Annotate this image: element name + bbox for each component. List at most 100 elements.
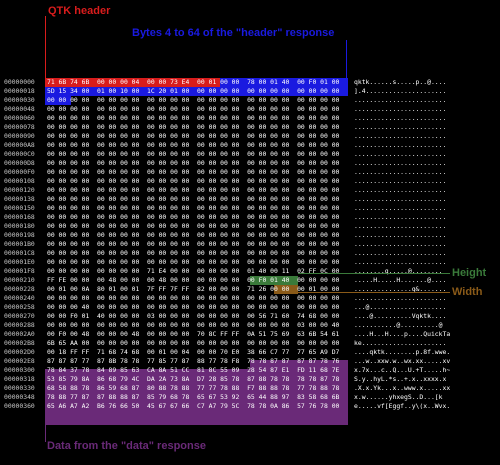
row-hex-bytes: 00 00 00 00 00 00 00 00 00 00 00 00 00 0… [47,141,340,149]
row-hex-bytes: FF FE 00 00 00 48 00 00 00 48 00 00 00 0… [47,276,340,284]
row-hex-bytes: 00 00 00 00 00 00 00 00 00 00 00 00 00 0… [47,294,340,302]
row-address: 000001C8 [4,249,35,257]
header-response-highlight-row2 [45,96,71,105]
row-hex-bytes: 00 00 00 00 00 00 00 00 00 00 00 00 00 0… [47,123,340,131]
row-address: 00000270 [4,312,35,320]
row-address: 000000A8 [4,141,35,149]
row-address: 00000030 [4,96,35,104]
row-hex-bytes: 5D 15 34 00 01 00 10 00 1C 20 01 00 00 0… [47,87,340,95]
row-ascii: ...@.................... [354,303,447,311]
row-ascii: ....qktk........p.8f.wwe. [354,348,451,356]
row-address: 00000258 [4,303,35,311]
row-address: 000000F0 [4,168,35,176]
row-hex-bytes: 87 87 87 77 87 8B 78 78 77 85 77 87 88 7… [47,357,340,365]
row-address: 00000060 [4,114,35,122]
hex-row: 00000258 00 00 00 40 00 00 00 00 00 00 00… [0,303,500,312]
row-hex-bytes: 71 6B 74 6B 00 00 00 04 00 00 73 E4 00 0… [47,78,340,86]
row-ascii: ........................ [354,96,447,104]
row-ascii: ...............q&....... [354,285,447,293]
row-hex-bytes: 00 18 FF FF 71 68 74 68 00 01 00 04 00 0… [47,348,340,356]
hex-row: 00000180 00 00 00 00 00 00 00 00 00 00 00… [0,222,500,231]
row-address: 00000330 [4,384,35,392]
row-ascii: ........................ [354,114,447,122]
hex-row: 000000A8 00 00 00 00 00 00 00 00 00 00 00… [0,141,500,150]
row-hex-bytes: 78 88 77 87 87 88 88 87 85 79 68 78 65 6… [47,393,340,401]
row-ascii: x.7x...c..Q...U.+T.....h~ [354,366,451,374]
height-label: Height [452,267,487,279]
row-hex-bytes: 00 00 00 00 00 00 00 00 00 00 00 00 00 0… [47,114,340,122]
row-address: 000001E0 [4,258,35,266]
row-hex-bytes: 00 00 00 00 00 00 00 00 00 00 00 00 00 0… [47,222,340,230]
row-ascii: ........................ [354,105,447,113]
hex-row: 00000198 00 00 00 00 00 00 00 00 00 00 00… [0,231,500,240]
row-ascii: ........................ [354,249,447,257]
row-hex-bytes: 00 00 00 00 00 00 00 00 71 E4 00 00 00 0… [47,267,340,275]
row-ascii: S.y..hyL.*s..+.x..xxxx.x [354,375,447,383]
qtk-header-highlight [45,78,220,87]
row-ascii: ........q.....@........ [354,267,443,275]
hex-row: 00000000 71 6B 74 6B 00 00 00 04 00 00 73… [0,78,500,87]
row-ascii: ...........@..........@ [354,321,443,329]
row-hex-bytes: 00 00 00 00 00 00 00 00 00 00 00 00 00 0… [47,249,340,257]
row-ascii: x.w......yhxegS..D...[k [354,393,443,401]
qtk-header-pointer-vertical [45,16,46,78]
row-address: 000000D8 [4,159,35,167]
hex-row: 000001C8 00 00 00 00 00 00 00 00 00 00 00… [0,249,500,258]
row-ascii: ....H...H....p....QuickTa [354,330,451,338]
hex-row: 000000C0 00 00 00 00 00 00 00 00 00 00 00… [0,150,500,159]
row-ascii: ........................ [354,123,447,131]
row-ascii: ........................ [354,195,447,203]
width-pointer-line [298,292,450,293]
hex-row: 00000048 00 00 00 00 00 00 00 00 00 00 00… [0,105,500,114]
row-hex-bytes: 00 00 00 00 00 00 00 00 00 00 00 00 00 0… [47,96,340,104]
row-hex-bytes: 00 00 00 00 00 00 00 00 00 00 00 00 00 0… [47,168,340,176]
hex-row: 00000108 00 00 00 00 00 00 00 00 00 00 00… [0,177,500,186]
width-highlight [274,285,298,294]
hex-row: 00000288 00 00 00 00 00 00 00 00 00 00 00… [0,321,500,330]
hex-row: 000002A0 00 F0 00 48 00 00 00 48 00 00 00… [0,330,500,339]
hex-row: 00000018 5D 15 34 00 01 00 10 00 1C 20 01… [0,87,500,96]
row-hex-bytes: 00 00 00 00 00 00 00 00 00 00 00 00 00 0… [47,132,340,140]
hex-row: 00000300 78 84 37 78 84 89 85 63 CA 8A 51… [0,366,500,375]
header-response-pointer-vertical [346,40,347,78]
row-hex-bytes: 00 00 00 00 00 00 00 00 00 00 00 00 00 0… [47,231,340,239]
row-ascii: ........................ [354,222,447,230]
row-hex-bytes: 00 00 00 00 00 00 00 00 00 00 00 00 00 0… [47,195,340,203]
row-address: 00000348 [4,393,35,401]
row-address: 000001F8 [4,267,35,275]
row-hex-bytes: 65 A6 A7 A2 B6 76 66 50 45 67 67 66 C7 A… [47,402,340,410]
row-hex-bytes: 00 00 00 00 00 00 00 00 00 00 00 00 00 0… [47,177,340,185]
row-ascii: ........................ [354,258,447,266]
hex-row: 000001E0 00 00 00 00 00 00 00 00 00 00 00… [0,258,500,267]
row-address: 00000318 [4,375,35,383]
row-address: 00000078 [4,123,35,131]
row-ascii: ........................ [354,132,447,140]
row-ascii: ........................ [354,141,447,149]
data-response-highlight-block [45,369,348,425]
hex-row: 00000210 FF FE 00 00 00 48 00 00 00 48 00… [0,276,500,285]
row-hex-bytes: 00 00 00 00 00 00 00 00 00 00 00 00 00 0… [47,213,340,221]
row-address: 00000288 [4,321,35,329]
row-address: 000002B8 [4,339,35,347]
row-address: 00000048 [4,105,35,113]
row-address: 00000210 [4,276,35,284]
row-ascii: ........................ [354,294,447,302]
row-address: 00000240 [4,294,35,302]
row-hex-bytes: 00 F0 00 48 00 00 00 48 00 00 00 00 70 8… [47,330,340,338]
row-hex-bytes: 00 00 F0 01 40 00 00 00 03 00 00 00 00 0… [47,312,340,320]
row-ascii: ........................ [354,186,447,194]
row-address: 000002A0 [4,330,35,338]
row-hex-bytes: 68 58 88 78 86 59 68 87 80 88 78 88 77 7… [47,384,340,392]
height-pointer-line [298,273,450,274]
row-ascii: ....@..........Vqktk.... [354,312,447,320]
hex-row: 00000030 00 00 00 00 00 00 00 00 00 00 00… [0,96,500,105]
hex-row: 00000168 00 00 00 00 00 00 00 00 00 00 00… [0,213,500,222]
row-ascii: ...w..xxw.w..wx.xx.....xv [354,357,451,365]
data-response-label: Data from the "data" response [47,440,206,452]
row-address: 00000198 [4,231,35,239]
hex-row: 00000150 00 00 00 00 00 00 00 00 00 00 00… [0,204,500,213]
row-ascii: qktk......s.....p..@.... [354,78,447,86]
hex-row: 000002D0 00 18 FF FF 71 68 74 68 00 01 00… [0,348,500,357]
header-response-label: Bytes 4 to 64 of the "header" response [132,27,335,39]
row-address: 000000C0 [4,150,35,158]
